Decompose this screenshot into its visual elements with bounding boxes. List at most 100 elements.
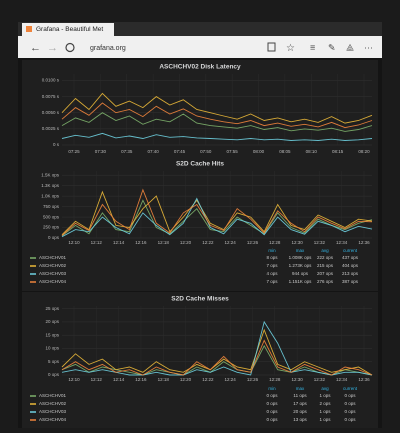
series-line (61, 320, 373, 376)
y-tick-label: 500 ops (43, 214, 60, 219)
y-tick-label: 0 s (53, 142, 60, 147)
legend-value: 2 ops (319, 401, 331, 406)
x-tick-label: 12:36 (358, 377, 370, 382)
legend-value: 0 ops (344, 401, 356, 406)
x-tick-label: 08:00 (253, 149, 265, 154)
x-tick-label: 07:25 (68, 149, 80, 154)
legend-name: ASCHCHV02 (39, 401, 67, 406)
panel-title: S2D Cache Misses (171, 296, 229, 303)
x-tick-label: 12:20 (180, 240, 192, 245)
y-tick-label: 1.3K ops (41, 183, 60, 188)
legend-value: 404 ops (342, 263, 359, 268)
legend-value: 7 ops (266, 263, 278, 268)
favorite-button[interactable]: ☆ (286, 43, 295, 54)
legend-value: 213 ops (342, 271, 359, 276)
x-tick-label: 12:34 (336, 377, 348, 382)
x-tick-label: 07:50 (200, 149, 212, 154)
legend-value: 20 ops (293, 409, 307, 414)
legend-value: 1.273K ops (289, 263, 313, 268)
x-tick-label: 08:10 (306, 149, 318, 154)
legend-value: 1 ops (319, 409, 331, 414)
x-tick-label: 12:18 (158, 377, 170, 382)
notes-button[interactable]: ✎ (328, 42, 336, 52)
x-tick-label: 12:16 (135, 377, 147, 382)
legend-value: 1.008K ops (289, 255, 313, 260)
x-tick-label: 12:20 (180, 377, 192, 382)
legend-value: 8 ops (266, 255, 278, 260)
x-tick-label: 12:22 (202, 240, 214, 245)
x-tick-label: 07:40 (147, 149, 159, 154)
legend-name: ASCHCHV02 (39, 263, 67, 268)
x-tick-label: 07:45 (174, 149, 186, 154)
y-tick-label: 10 ops (45, 346, 59, 351)
legend-value: 0 ops (266, 401, 278, 406)
legend-header: current (343, 386, 358, 391)
legend-value: 222 ops (317, 255, 334, 260)
legend-value: 0 ops (344, 393, 356, 398)
legend-value: 13 ops (293, 417, 307, 422)
legend-name: ASCHCHV01 (39, 393, 67, 398)
y-tick-label: 0.0100 s (42, 78, 60, 83)
legend-header: current (343, 248, 358, 253)
x-tick-label: 12:30 (291, 377, 303, 382)
legend-value: 11 ops (293, 393, 307, 398)
x-tick-label: 12:18 (158, 240, 170, 245)
legend-name: ASCHCHV04 (39, 417, 67, 422)
refresh-button[interactable] (65, 42, 75, 53)
y-tick-label: 5 ops (48, 359, 60, 364)
tab[interactable] (22, 23, 114, 36)
series-line (61, 328, 373, 376)
y-tick-label: 0 ops (48, 372, 60, 377)
hub-button[interactable]: ≡ (310, 42, 315, 52)
x-tick-label: 12:28 (269, 240, 281, 245)
legend-value: 215 ops (317, 263, 334, 268)
y-tick-label: 20 ops (45, 319, 59, 324)
x-tick-label: 08:20 (358, 149, 370, 154)
legend-header: avg (321, 248, 329, 253)
panel (22, 292, 378, 429)
x-tick-label: 08:05 (279, 149, 291, 154)
legend-value: 276 ops (317, 279, 334, 284)
x-tick-label: 12:24 (225, 377, 237, 382)
legend-value: 387 ops (342, 279, 359, 284)
forward-button[interactable]: → (47, 42, 58, 54)
series-line (61, 112, 373, 132)
x-tick-label: 12:22 (202, 377, 214, 382)
share-button[interactable]: ⟁ (346, 42, 354, 52)
x-tick-label: 12:32 (314, 377, 326, 382)
y-tick-label: 1.5K ops (41, 172, 60, 177)
x-tick-label: 12:26 (247, 240, 259, 245)
legend-value: 0 ops (266, 393, 278, 398)
x-tick-label: 12:10 (68, 377, 80, 382)
x-tick-label: 12:12 (91, 240, 103, 245)
x-tick-label: 12:14 (113, 240, 125, 245)
nav-bar (18, 36, 382, 58)
x-tick-label: 12:34 (336, 240, 348, 245)
series-line (61, 102, 373, 129)
legend-value: 437 ops (342, 255, 359, 260)
series-line (61, 190, 373, 236)
back-button[interactable]: ← (30, 42, 41, 54)
legend-name: ASCHCHV03 (39, 409, 67, 414)
legend-value: 1.151K ops (289, 279, 313, 284)
series-line (61, 132, 373, 141)
y-tick-label: 1.0K ops (41, 193, 60, 198)
address-bar[interactable]: grafana.org (90, 45, 126, 52)
legend-header: max (296, 248, 305, 253)
legend-value: 0 ops (266, 417, 278, 422)
x-tick-label: 12:14 (113, 377, 125, 382)
y-tick-label: 250 ops (43, 225, 60, 230)
legend-value: 1 ops (319, 417, 331, 422)
panel-title: S2D Cache Hits (176, 161, 224, 168)
reading-view[interactable] (267, 42, 276, 52)
legend-value: 1 ops (319, 393, 331, 398)
legend-header: max (296, 386, 305, 391)
y-tick-label: 0.0050 s (42, 110, 60, 115)
y-tick-label: 0 ops (48, 235, 60, 240)
legend-value: 17 ops (293, 401, 307, 406)
x-tick-label: 12:12 (91, 377, 103, 382)
y-tick-label: 750 ops (43, 204, 60, 209)
legend-name: ASCHCHV03 (39, 271, 67, 276)
more-button[interactable]: ··· (364, 42, 373, 52)
